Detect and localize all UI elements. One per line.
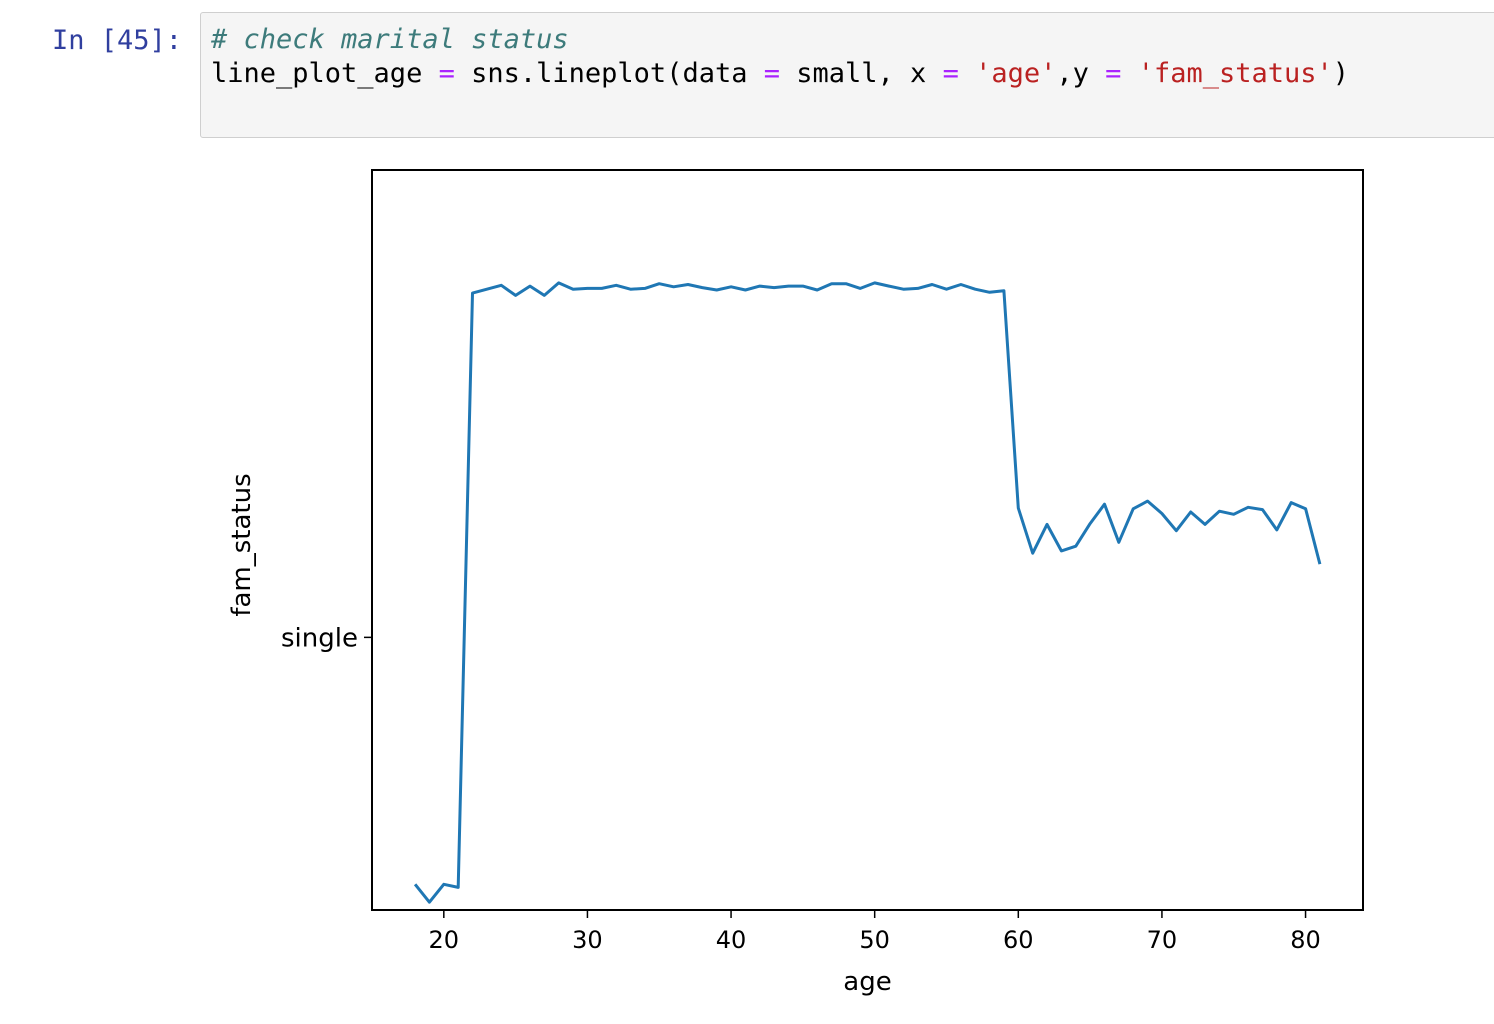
x-tick-label: 70 — [1147, 926, 1178, 954]
cell-prompt: In [45]: — [52, 25, 183, 56]
x-tick-label: 50 — [859, 926, 890, 954]
x-tick-label: 60 — [1003, 926, 1034, 954]
x-tick-label: 20 — [429, 926, 460, 954]
x-tick-label: 80 — [1290, 926, 1321, 954]
y-axis-label: fam_status — [227, 473, 257, 616]
code-editor[interactable]: # check marital status line_plot_age = s… — [211, 23, 1349, 91]
code-cell-input[interactable]: # check marital status line_plot_age = s… — [200, 12, 1494, 138]
code-operator: = — [1105, 58, 1122, 89]
code-variable: line_plot_age — [211, 58, 423, 89]
code-args-y: ,y — [1056, 58, 1089, 89]
code-string-age: 'age' — [975, 58, 1057, 89]
code-call: sns.lineplot(data — [471, 58, 748, 89]
code-string-fam-status: 'fam_status' — [1137, 58, 1333, 89]
x-tick-label: 30 — [572, 926, 603, 954]
code-args: small, x — [796, 58, 927, 89]
line-plot-figure: 20 30 40 50 60 70 80 single age fam_status — [227, 169, 1364, 997]
y-tick-label: single — [281, 623, 358, 653]
x-axis-label: age — [843, 967, 891, 997]
cell-output: 20 30 40 50 60 70 80 single age fam_status — [200, 150, 1494, 1020]
code-close-paren: ) — [1332, 58, 1350, 89]
series-line — [413, 281, 1322, 904]
code-operator: = — [438, 58, 455, 89]
code-operator: = — [763, 58, 780, 89]
code-operator: = — [942, 58, 959, 89]
code-comment: # check marital status — [211, 24, 569, 55]
plot-frame — [371, 169, 1364, 911]
x-tick-label: 40 — [716, 926, 747, 954]
